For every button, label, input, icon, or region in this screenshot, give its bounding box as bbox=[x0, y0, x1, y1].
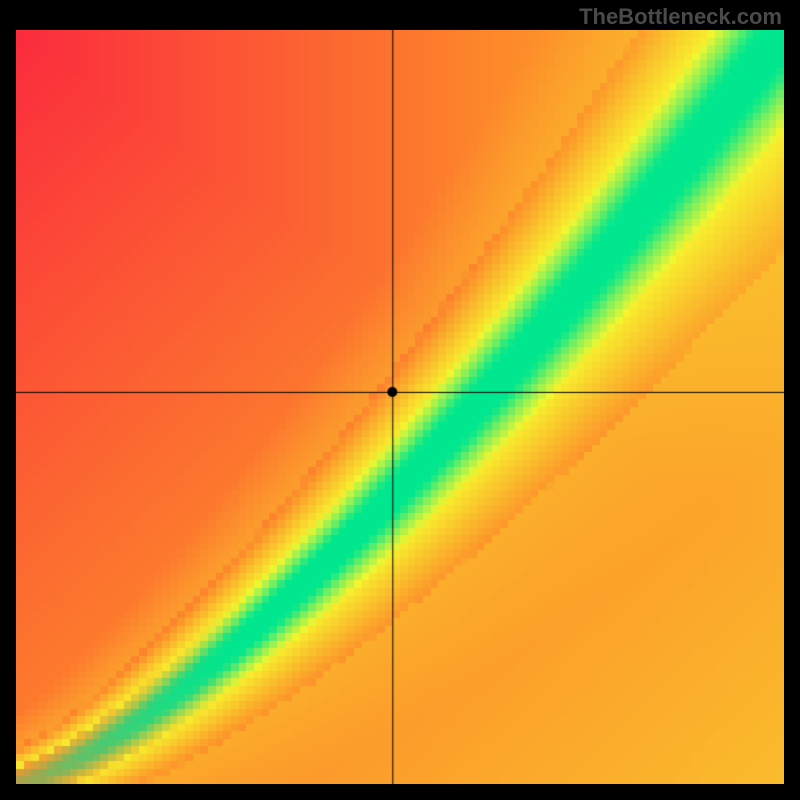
watermark-text: TheBottleneck.com bbox=[579, 4, 782, 30]
bottleneck-heatmap bbox=[16, 30, 784, 784]
chart-container: TheBottleneck.com bbox=[0, 0, 800, 800]
